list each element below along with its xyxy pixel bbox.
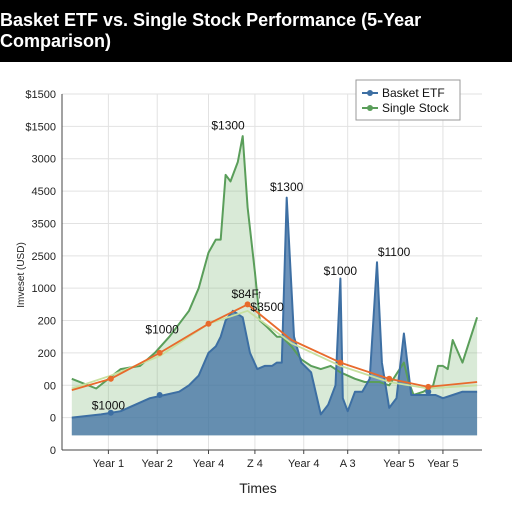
axes: $1500$1500300045003500250010002002000000… xyxy=(25,89,482,470)
series-markers xyxy=(107,301,432,416)
y-tick-label: 3500 xyxy=(32,218,56,230)
data-annotation: ↑ xyxy=(257,287,263,301)
y-tick-label: 2500 xyxy=(32,251,56,263)
data-annotation: $1000 xyxy=(92,399,126,413)
y-axis-title: Imveset (USD) xyxy=(16,242,27,308)
data-annotation: $1300 xyxy=(270,180,304,194)
annotations: $1300 $1300 $84F↑$3500 $1000 $1000 $1000 $1100 xyxy=(92,119,411,413)
x-tick-label: Z 4 xyxy=(247,458,263,470)
x-tick-label: Year 4 xyxy=(288,458,319,470)
series-areas xyxy=(71,136,478,436)
y-tick-label: 1000 xyxy=(32,283,56,295)
legend-label-single-stock: Single Stock xyxy=(382,101,450,115)
y-tick-label: 0 xyxy=(50,413,56,425)
x-axis-title: Times xyxy=(239,480,277,496)
data-point-marker xyxy=(205,320,212,327)
series-lines xyxy=(71,135,479,419)
data-annotation: $84F xyxy=(231,287,258,301)
y-tick-label: $1500 xyxy=(25,121,56,133)
series-area-0 xyxy=(71,197,478,436)
x-tick-label: Year 5 xyxy=(383,458,414,470)
y-tick-label: $1500 xyxy=(25,89,56,101)
x-tick-label: A 3 xyxy=(340,458,356,470)
data-point-marker xyxy=(107,409,114,416)
x-tick-label: Year 2 xyxy=(142,458,173,470)
data-annotation: $1300 xyxy=(211,119,245,133)
chart: $1500$1500300045003500250010002002000000… xyxy=(16,79,482,496)
legend-label-basket-etf: Basket ETF xyxy=(382,86,445,100)
data-point-marker xyxy=(337,359,344,366)
data-point-marker xyxy=(156,391,163,398)
series-line-0 xyxy=(71,196,478,419)
data-annotation: $1000 xyxy=(324,264,358,278)
x-tick-label: Year 1 xyxy=(93,458,124,470)
x-tick-label: Year 5 xyxy=(427,458,458,470)
data-point-marker xyxy=(156,349,163,356)
data-point-marker xyxy=(425,388,432,395)
x-tick-label: Year 4 xyxy=(193,458,224,470)
data-point-marker xyxy=(107,375,114,382)
y-tick-label: 200 xyxy=(38,348,56,360)
y-tick-label: 4500 xyxy=(32,186,56,198)
data-point-marker xyxy=(244,301,251,308)
data-annotation: $1100 xyxy=(378,245,411,259)
y-tick-label: 00 xyxy=(44,380,56,392)
data-point-marker xyxy=(425,383,432,390)
data-annotation: $1000 xyxy=(145,322,179,336)
y-tick-label: 3000 xyxy=(32,154,56,166)
legend-box xyxy=(355,79,461,121)
y-tick-label: 200 xyxy=(38,316,56,328)
chart-title: Basket ETF vs. Single Stock Performance … xyxy=(0,0,512,62)
legend-marker-basket-etf xyxy=(367,90,373,96)
y-tick-label: 0 xyxy=(50,445,56,457)
legend: Basket ETF Single Stock xyxy=(355,79,461,121)
legend-marker-single-stock xyxy=(367,105,373,111)
series-line-2 xyxy=(71,303,478,391)
series-area-1 xyxy=(71,136,478,436)
data-annotation: $3500 xyxy=(250,300,284,314)
data-point-marker xyxy=(386,375,393,382)
